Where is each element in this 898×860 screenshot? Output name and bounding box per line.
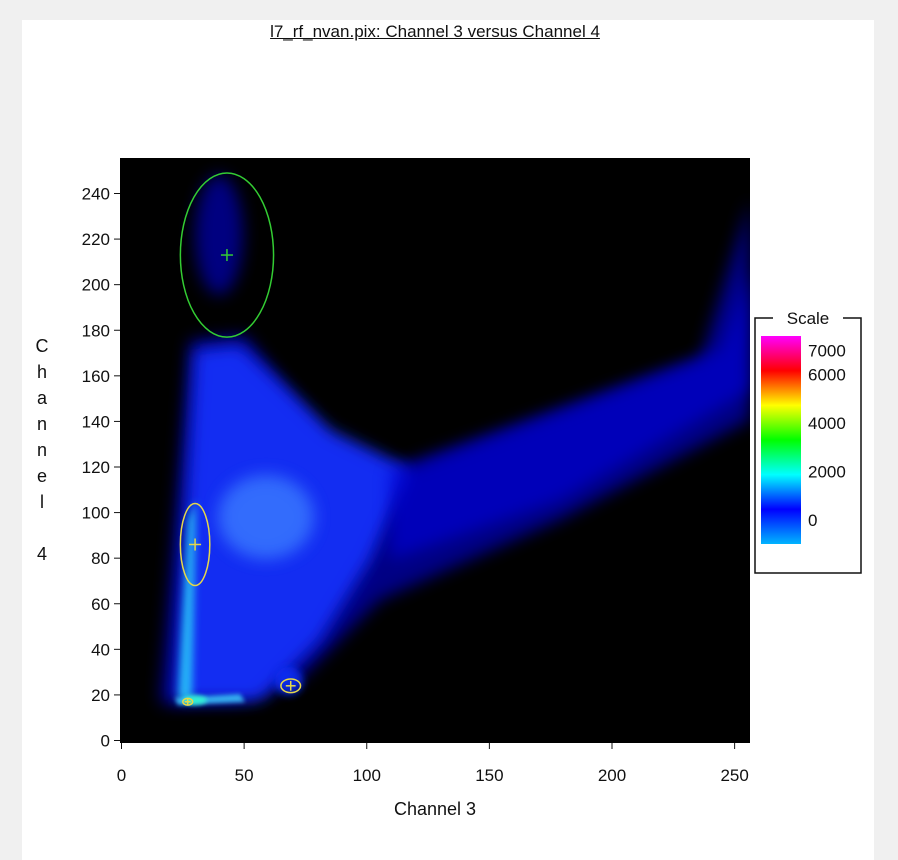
y-axis-title-char: 4 — [37, 544, 47, 564]
y-tick-label: 220 — [82, 230, 110, 249]
y-tick-label: 20 — [91, 686, 110, 705]
density-hotspot — [183, 695, 207, 705]
cluster-ellipses — [179, 172, 302, 706]
y-tick-label: 80 — [91, 549, 110, 568]
x-tick-label: 200 — [598, 766, 626, 785]
y-tick-label: 0 — [101, 732, 110, 751]
legend-title: Scale — [787, 309, 830, 328]
y-tick-label: 140 — [82, 412, 110, 431]
y-tick-label: 100 — [82, 504, 110, 523]
legend-title-bg — [773, 309, 843, 327]
x-tick-label: 50 — [235, 766, 254, 785]
legend-tick-label: 6000 — [808, 366, 846, 385]
y-tick-label: 180 — [82, 321, 110, 340]
density-arm — [390, 270, 750, 560]
y-axis-title-char: n — [37, 414, 47, 434]
color-scale-bar — [761, 336, 801, 544]
chart-title: l7_rf_nvan.pix: Channel 3 versus Channel… — [270, 22, 600, 41]
legend-tick-label: 0 — [808, 511, 817, 530]
y-axis-title-char: C — [36, 336, 49, 356]
y-tick-label: 160 — [82, 367, 110, 386]
y-axis-title-char: a — [37, 388, 48, 408]
y-tick-label: 40 — [91, 640, 110, 659]
y-tick-label: 60 — [91, 595, 110, 614]
y-axis-title-char: n — [37, 440, 47, 460]
density-layer — [160, 175, 750, 705]
y-tick-label: 200 — [82, 276, 110, 295]
x-tick-label: 100 — [353, 766, 381, 785]
legend-tick-label: 4000 — [808, 414, 846, 433]
density-streak — [178, 500, 196, 700]
y-axis-title-char: e — [37, 466, 47, 486]
cluster-ellipse — [182, 697, 194, 706]
x-tick-label: 0 — [117, 766, 126, 785]
x-tick-label: 250 — [720, 766, 748, 785]
cluster-ellipse — [179, 502, 211, 587]
cluster-ellipse — [280, 678, 302, 694]
y-axis-title-char: l — [40, 492, 44, 512]
legend-tick-label: 2000 — [808, 462, 846, 481]
y-axis-title-char: h — [37, 362, 47, 382]
cluster-ellipse — [179, 172, 275, 338]
x-tick-label: 150 — [475, 766, 503, 785]
y-tick-label: 120 — [82, 458, 110, 477]
legend-ticks: 0 2000 4000 6000 7000 — [808, 342, 846, 530]
legend-tick-label: 7000 — [808, 342, 846, 361]
y-tick-label: 240 — [82, 185, 110, 204]
density-core — [218, 475, 314, 559]
x-axis: 0 50 100 150 200 250 — [117, 743, 749, 785]
density-top-cluster — [195, 175, 243, 295]
scale-legend: Scale 0 2000 4000 6000 7000 — [754, 309, 862, 574]
y-axis: 0 20 40 60 80 100 120 140 160 180 200 220 240 — [82, 185, 120, 751]
x-axis-title: Channel 3 — [394, 799, 476, 819]
